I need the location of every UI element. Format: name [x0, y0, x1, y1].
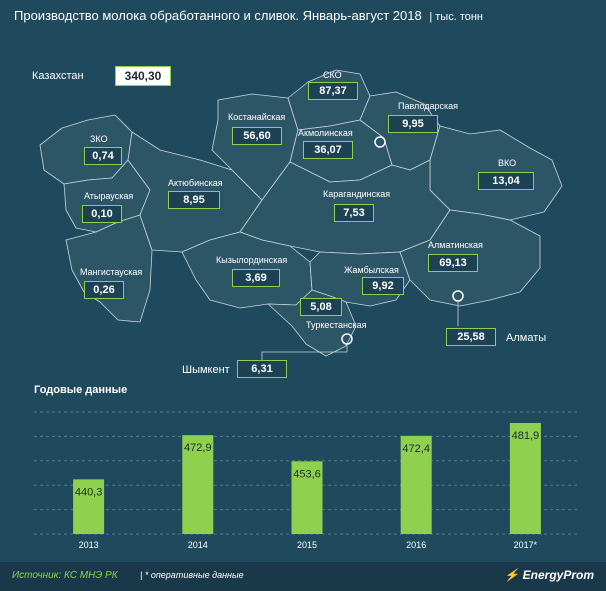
region-label-sko: СКО — [323, 70, 342, 80]
page-title: Производство молока обработанного и слив… — [14, 8, 483, 23]
title-text: Производство молока обработанного и слив… — [14, 8, 422, 23]
region-value-kostanay: 56,60 — [232, 127, 282, 145]
region-value-almaty-region: 69,13 — [428, 254, 478, 272]
brand-icon: ⚡ — [504, 568, 520, 582]
bar-value-label: 440,3 — [75, 486, 103, 498]
footer: Источник: КС МНЭ РК | * оперативные данн… — [0, 562, 606, 591]
x-tick-label: 2016 — [406, 540, 426, 550]
region-mangystau — [65, 214, 153, 323]
region-label-karaganda: Карагандинская — [323, 189, 391, 199]
bar-value-label: 453,6 — [293, 468, 321, 480]
region-label-aktobe: Актюбинская — [168, 178, 223, 188]
region-label-akmola: Акмолинская — [298, 128, 353, 138]
city-value-shymkent: 6,31 — [237, 360, 287, 378]
total-value: 340,30 — [115, 66, 171, 86]
x-tick-label: 2017* — [514, 540, 538, 550]
region-value-vko: 13,04 — [478, 172, 534, 190]
region-value-sko: 87,37 — [308, 82, 358, 100]
bar-2016 — [400, 435, 432, 534]
note-text: | * оперативные данные — [140, 570, 244, 580]
region-label-mangystau: Мангистауская — [80, 267, 143, 277]
region-label-turkestan: Туркестанская — [306, 320, 367, 330]
city-marker-nursultan — [374, 136, 386, 148]
bar-value-label: 481,9 — [512, 430, 540, 442]
region-value-mangystau: 0,26 — [84, 281, 124, 299]
brand-logo: ⚡ EnergyProm — [504, 568, 594, 582]
region-value-kyzylorda: 3,69 — [232, 269, 280, 287]
region-label-kostanay: Костанайская — [228, 112, 286, 122]
region-label-vko: ВКО — [498, 158, 517, 168]
kazakhstan-map — [39, 69, 563, 360]
region-label-pavlodar: Павлодарская — [398, 101, 458, 111]
x-tick-label: 2014 — [188, 540, 208, 550]
region-label-zhambyl: Жамбылская — [344, 265, 399, 275]
region-label-zko: ЗКО — [90, 134, 108, 144]
region-value-karaganda: 7,53 — [334, 204, 374, 222]
x-tick-label: 2015 — [297, 540, 317, 550]
region-value-akmola: 36,07 — [303, 141, 353, 159]
bar-2013 — [73, 479, 105, 534]
brand-name: EnergyProm — [522, 568, 594, 582]
region-label-kyzylorda: Кызылординская — [216, 255, 288, 265]
region-value-zhambyl: 9,92 — [362, 277, 404, 295]
city-label-shymkent: Шымкент — [182, 364, 230, 376]
total-label: Казахстан — [32, 70, 84, 82]
region-value-turkestan: 5,08 — [300, 298, 342, 316]
region-value-aktobe: 8,95 — [168, 191, 220, 209]
city-value-almaty: 25,58 — [446, 328, 496, 346]
bar-value-label: 472,9 — [184, 442, 212, 454]
source-text: Источник: КС МНЭ РК — [12, 570, 118, 581]
region-value-pavlodar: 9,95 — [388, 115, 438, 133]
bar-2014 — [182, 435, 214, 534]
region-label-atyrau: Атырауская — [84, 191, 134, 201]
bar-value-label: 472,4 — [402, 443, 430, 455]
x-tick-label: 2013 — [79, 540, 99, 550]
annual-bar-chart: 440,3 2013 472,9 2014 453,6 2015 472,4 2016 481,… — [34, 411, 580, 550]
region-value-atyrau: 0,10 — [82, 205, 122, 223]
region-value-zko: 0,74 — [84, 147, 122, 165]
bar-2015 — [291, 461, 323, 534]
annual-title: Годовые данные — [34, 384, 128, 396]
unit-label: | тыс. тонн — [429, 11, 483, 23]
region-label-almaty-region: Алматинская — [428, 240, 483, 250]
leader-shymkent — [261, 344, 348, 360]
bar-2017* — [509, 422, 541, 534]
city-label-almaty: Алматы — [506, 332, 547, 344]
